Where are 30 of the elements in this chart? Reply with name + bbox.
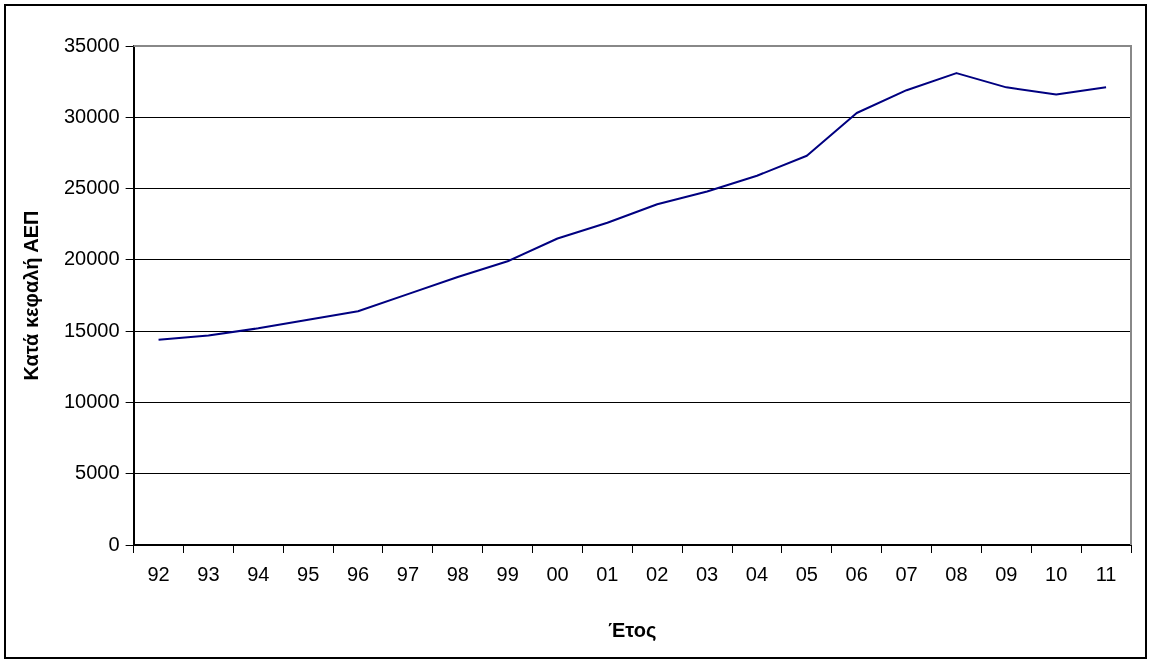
y-tick-label: 35000	[63, 33, 120, 56]
x-tick-label: 98	[446, 562, 469, 585]
x-tick-label: 96	[346, 562, 370, 585]
x-tick-label: 03	[695, 562, 719, 585]
y-tick-label: 20000	[63, 247, 120, 270]
x-tick-label: 92	[147, 562, 170, 585]
y-tick-label: 10000	[63, 389, 120, 412]
x-tick-label: 09	[995, 562, 1018, 585]
x-tick-label: 07	[895, 562, 918, 585]
x-tick-label: 10	[1045, 562, 1068, 585]
x-tick-label: 01	[596, 562, 619, 585]
x-tick-label: 08	[945, 562, 968, 585]
y-tick-label: 25000	[63, 176, 120, 199]
x-tick-label: 04	[745, 562, 769, 585]
x-tick-label: 97	[396, 562, 420, 585]
x-tick-label: 00	[546, 562, 569, 585]
x-tick-label: 95	[297, 562, 320, 585]
y-tick-label: 15000	[63, 318, 120, 341]
x-tick-label: 99	[496, 562, 519, 585]
x-axis-title: Έτος	[608, 618, 657, 641]
y-axis-title: Κατά κεφαλή ΑΕΠ	[19, 210, 42, 381]
y-tick-label: 5000	[75, 461, 120, 484]
x-tick-label: 02	[646, 562, 669, 585]
x-tick-label: 94	[247, 562, 270, 585]
x-tick-label: 05	[795, 562, 818, 585]
x-tick-label: 06	[845, 562, 868, 585]
y-tick-label: 30000	[63, 104, 120, 127]
y-tick-label: 0	[108, 532, 120, 555]
x-tick-label: 93	[197, 562, 220, 585]
x-tick-label: 11	[1095, 562, 1117, 585]
